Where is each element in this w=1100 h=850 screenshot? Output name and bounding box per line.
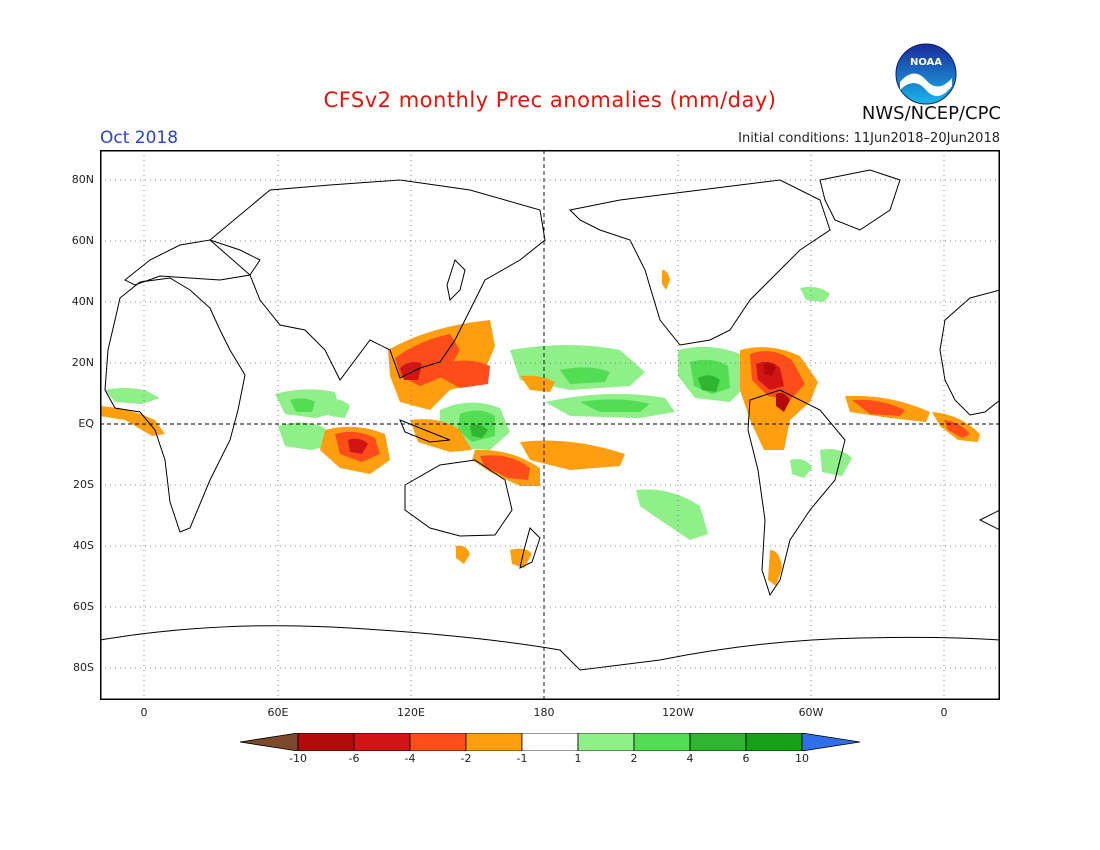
lat-label-40s: 40S [73,539,94,552]
colorbar-cell [689,733,747,751]
lat-label-60s: 60S [73,600,94,613]
colorbar-label: 2 [630,752,638,765]
map-title: CFSv2 monthly Prec anomalies (mm/day) [323,88,777,112]
noaa-logo-icon: NOAA [895,43,957,105]
coastlines [100,169,1000,671]
colorbar-label: 10 [795,752,809,765]
lat-label-80n: 80N [71,173,94,186]
lat-label-20s: 20S [73,478,94,491]
colorbar-arrow-low [240,733,299,751]
colorbar-label: 4 [686,752,694,765]
colorbar-label: -1 [516,752,528,765]
graticule [100,150,1000,700]
lat-label-80s: 80S [73,661,94,674]
lat-label-60n: 60N [71,234,94,247]
colorbar-label: 1 [574,752,582,765]
lon-label-180: 180 [533,706,555,719]
colorbar-cell [577,733,635,751]
colorbar-cell [465,733,523,751]
colorbar-label: -4 [404,752,416,765]
colorbar-cell [633,733,691,751]
colorbar-label: -2 [460,752,472,765]
colorbar-label: -6 [348,752,360,765]
agency-label: NWS/NCEP/CPC [861,103,1001,124]
lon-label-120e: 120E [397,706,425,719]
lat-label-20n: 20N [71,356,94,369]
lon-label-60w: 60W [798,706,824,719]
lon-label-0: 0 [140,706,148,719]
colorbar-arrow-high [801,733,861,751]
dry-anomalies [100,270,980,586]
colorbar-cell [353,733,411,751]
forecast-month: Oct 2018 [100,128,179,148]
lat-label-40n: 40N [71,295,94,308]
lon-label-0-right: 0 [940,706,948,719]
colorbar-cell [297,733,355,751]
colorbar-label: -10 [289,752,307,765]
lat-label-eq: EQ [78,417,94,430]
colorbar [240,733,861,751]
colorbar-cell [745,733,803,751]
lon-label-60e: 60E [267,706,289,719]
precip-anomaly-map [100,150,1000,700]
colorbar-label: 6 [742,752,750,765]
colorbar-cell [521,733,579,751]
lon-label-120w: 120W [662,706,694,719]
initial-conditions: Initial conditions: 11Jun2018–20Jun2018 [738,131,1000,146]
colorbar-cell [409,733,467,751]
logo-text: NOAA [910,57,942,68]
